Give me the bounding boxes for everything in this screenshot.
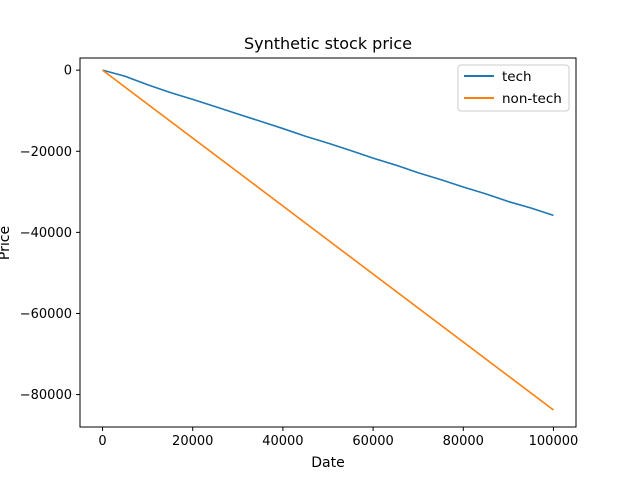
x-axis-title: Date xyxy=(311,455,344,471)
plot-area xyxy=(102,69,554,411)
x-tick-label: 80000 xyxy=(443,434,484,449)
y-tick-label: −20000 xyxy=(20,145,72,160)
x-tick-label: 20000 xyxy=(172,434,213,449)
legend-label-non-tech: non-tech xyxy=(502,91,562,107)
y-axis-title: Price xyxy=(0,226,13,260)
x-tick-label: 60000 xyxy=(352,434,393,449)
chart-title: Synthetic stock price xyxy=(244,34,412,53)
series-line-non-tech xyxy=(102,69,554,411)
y-tick-label: −40000 xyxy=(20,226,72,241)
x-tick-label: 40000 xyxy=(262,434,303,449)
y-axis: 0 −20000 −40000 −60000 −80000 xyxy=(20,64,80,403)
y-tick-label: −60000 xyxy=(20,307,72,322)
x-tick-label: 100000 xyxy=(529,434,579,449)
x-tick-label: 0 xyxy=(98,434,106,449)
x-axis: 0 20000 40000 60000 80000 100000 xyxy=(98,427,578,449)
legend: tech non-tech xyxy=(457,64,570,112)
y-tick-label: 0 xyxy=(64,64,72,79)
y-tick-label: −80000 xyxy=(20,388,72,403)
legend-label-tech: tech xyxy=(502,69,532,85)
axes-frame xyxy=(79,57,577,428)
series-line-tech xyxy=(102,69,554,217)
